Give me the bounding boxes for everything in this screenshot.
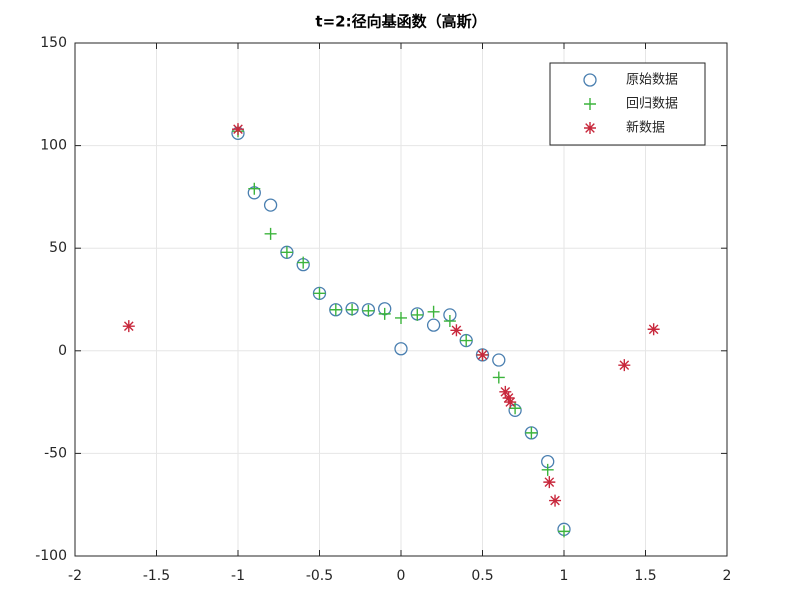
y-tick-label: 0 — [58, 343, 67, 359]
point — [549, 494, 562, 507]
x-tick-label: -2 — [68, 568, 82, 584]
point — [492, 371, 505, 384]
point — [443, 315, 456, 328]
point — [460, 334, 473, 347]
legend-marker — [583, 73, 597, 87]
legend-box — [549, 62, 706, 146]
point — [313, 287, 326, 300]
point — [543, 476, 556, 489]
x-tick-label: 0.5 — [471, 568, 493, 584]
point — [411, 308, 424, 321]
y-tick-label: 50 — [49, 240, 67, 256]
point — [297, 256, 310, 269]
point — [492, 353, 506, 367]
point — [525, 426, 538, 439]
point — [248, 182, 261, 195]
point — [232, 123, 244, 136]
point — [280, 246, 293, 259]
legend-marker — [584, 122, 596, 134]
y-tick-label: -50 — [44, 445, 67, 461]
x-tick-label: 0 — [397, 568, 406, 584]
point — [395, 311, 407, 324]
point — [329, 303, 342, 316]
point — [427, 305, 440, 318]
point — [346, 303, 359, 316]
point — [263, 198, 278, 212]
point — [509, 402, 522, 415]
legend-label: 原始数据 — [626, 73, 678, 88]
point — [558, 525, 570, 538]
point — [264, 227, 277, 240]
point — [394, 342, 408, 356]
y-tick-label: -100 — [35, 548, 67, 564]
y-tick-label: 100 — [40, 138, 67, 154]
x-tick-label: -1.5 — [143, 568, 170, 584]
x-tick-label: -0.5 — [306, 568, 333, 584]
point — [502, 391, 515, 404]
chart-title: t=2:径向基函数（高斯） — [315, 13, 486, 31]
point — [499, 385, 512, 398]
point — [541, 463, 554, 476]
point — [504, 396, 517, 409]
legend-label: 回归数据 — [626, 97, 678, 112]
legend-marker — [584, 98, 596, 110]
point — [122, 320, 135, 333]
point — [647, 323, 660, 336]
point — [476, 348, 489, 361]
point — [362, 304, 375, 317]
point — [378, 307, 391, 320]
point — [426, 318, 441, 332]
point — [450, 324, 463, 337]
point — [618, 359, 631, 372]
x-tick-label: 1.5 — [634, 568, 656, 584]
x-tick-label: 2 — [723, 568, 732, 584]
y-tick-label: 150 — [40, 35, 67, 51]
legend-label: 新数据 — [626, 120, 665, 136]
x-tick-label: 1 — [560, 568, 569, 584]
plot-frame — [74, 42, 728, 557]
x-tick-label: -1 — [231, 568, 245, 584]
